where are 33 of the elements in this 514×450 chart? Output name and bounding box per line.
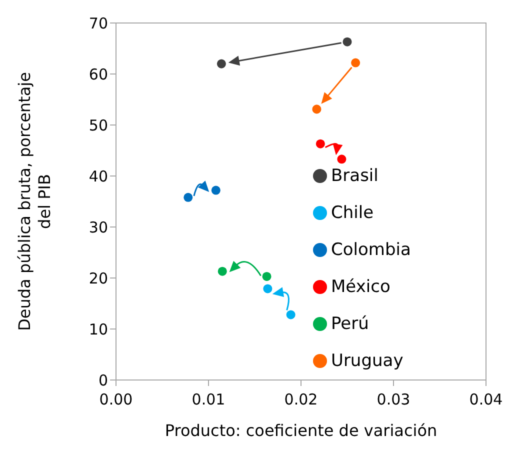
y-axis-title: Deuda pública bruta, porcentaje del PIB	[15, 72, 54, 331]
legend-label: Colombia	[331, 240, 411, 260]
point	[184, 192, 193, 202]
point	[342, 37, 352, 46]
y-tick-label: 30	[88, 218, 108, 236]
legend-label: Brasil	[331, 166, 378, 186]
legend-label: México	[331, 277, 390, 297]
x-tick-label: 0.00	[99, 390, 133, 409]
x-tick-label: 0.01	[192, 390, 226, 409]
y-tick-label: 60	[88, 65, 108, 84]
x-tick-label: 0.04	[469, 390, 503, 409]
legend-label: Chile	[331, 203, 374, 223]
point	[351, 58, 360, 68]
legend-label: Uruguay	[331, 351, 404, 371]
x-tick-label: 0.03	[376, 390, 410, 409]
point	[286, 310, 296, 320]
y-tick-label: 70	[88, 14, 108, 32]
point	[316, 139, 325, 148]
point	[216, 59, 226, 68]
legend-label: Perú	[331, 314, 369, 334]
point	[218, 266, 227, 276]
y-tick-label: 0	[98, 371, 108, 390]
y-tick-label: 40	[88, 167, 108, 186]
y-tick-label: 50	[88, 116, 108, 134]
point	[211, 186, 220, 195]
point	[337, 154, 346, 164]
x-tick-label: 0.02	[284, 390, 318, 409]
point	[263, 284, 272, 294]
y-tick-label: 10	[88, 320, 108, 338]
point	[312, 104, 322, 114]
x-axis-title: Producto: coeficiente de variación	[164, 421, 438, 440]
point	[262, 272, 272, 281]
y-tick-label: 20	[88, 269, 108, 288]
